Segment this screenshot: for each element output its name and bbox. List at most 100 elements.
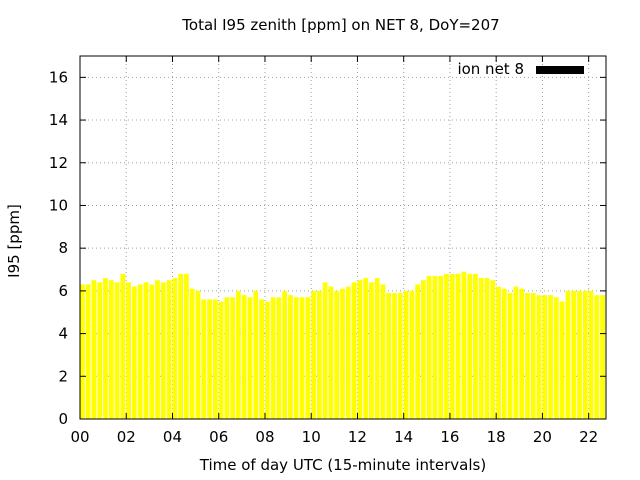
data-bar bbox=[207, 299, 212, 419]
data-bar bbox=[507, 293, 513, 419]
x-tick-label: 18 bbox=[487, 428, 506, 446]
data-bar bbox=[490, 280, 496, 419]
data-bar bbox=[178, 273, 184, 419]
data-bar bbox=[126, 282, 131, 419]
data-bar bbox=[478, 278, 484, 419]
data-bar bbox=[189, 288, 195, 419]
data-bar bbox=[542, 295, 548, 419]
data-bar bbox=[444, 273, 449, 419]
data-bar bbox=[218, 301, 224, 419]
data-bar bbox=[299, 297, 305, 419]
data-bar bbox=[600, 295, 605, 419]
data-bar bbox=[386, 293, 392, 419]
data-bar bbox=[484, 278, 490, 419]
data-bar bbox=[155, 280, 160, 419]
x-tick-label: 16 bbox=[440, 428, 459, 446]
data-bar bbox=[212, 299, 218, 419]
data-bar bbox=[594, 295, 600, 419]
y-tick-label: 0 bbox=[58, 410, 68, 428]
data-bar bbox=[264, 301, 270, 419]
data-bar bbox=[311, 290, 316, 419]
x-tick-label: 06 bbox=[209, 428, 228, 446]
data-bar bbox=[525, 293, 530, 419]
data-bar bbox=[184, 273, 189, 419]
data-bar bbox=[282, 290, 288, 419]
data-bar bbox=[530, 293, 536, 419]
data-bar bbox=[322, 282, 328, 419]
data-bar bbox=[132, 286, 137, 419]
y-tick-label: 12 bbox=[49, 154, 68, 172]
data-bar bbox=[565, 290, 571, 419]
data-bar bbox=[496, 286, 501, 419]
data-bar bbox=[345, 286, 351, 419]
data-bar bbox=[334, 290, 340, 419]
data-bar bbox=[114, 282, 120, 419]
data-bar bbox=[374, 278, 380, 419]
x-tick-label: 08 bbox=[255, 428, 274, 446]
data-bar bbox=[519, 288, 525, 419]
x-axis-label: Time of day UTC (15-minute intervals) bbox=[199, 456, 487, 474]
data-bar bbox=[120, 273, 126, 419]
data-bar bbox=[97, 282, 103, 419]
data-bar bbox=[224, 297, 230, 419]
data-bar bbox=[253, 290, 259, 419]
data-bar bbox=[588, 290, 594, 419]
data-bar bbox=[160, 282, 166, 419]
data-bar bbox=[137, 284, 143, 419]
data-bar bbox=[559, 301, 565, 419]
data-bar bbox=[328, 286, 334, 419]
data-bar bbox=[582, 290, 588, 419]
x-tick-label: 04 bbox=[163, 428, 182, 446]
data-bar bbox=[108, 280, 114, 419]
data-bar bbox=[473, 273, 478, 419]
data-bar bbox=[276, 297, 282, 419]
data-bar bbox=[293, 297, 299, 419]
data-bar bbox=[432, 275, 438, 419]
y-axis-label: I95 [ppm] bbox=[5, 204, 23, 278]
data-bar bbox=[421, 280, 426, 419]
y-tick-label: 14 bbox=[49, 111, 68, 129]
data-bar bbox=[340, 288, 345, 419]
chart-title: Total I95 zenith [ppm] on NET 8, DoY=207 bbox=[182, 16, 500, 34]
data-bar bbox=[241, 295, 247, 419]
y-tick-label: 8 bbox=[58, 239, 68, 257]
data-bar bbox=[247, 297, 253, 419]
data-bar bbox=[166, 280, 172, 419]
data-bar bbox=[577, 290, 582, 419]
data-bar bbox=[357, 280, 363, 419]
y-tick-label: 16 bbox=[49, 68, 68, 86]
data-bar bbox=[172, 278, 178, 419]
data-bar bbox=[501, 288, 507, 419]
legend-label: ion net 8 bbox=[457, 60, 524, 78]
data-bar bbox=[201, 299, 207, 419]
x-tick-label: 14 bbox=[394, 428, 413, 446]
data-bar bbox=[438, 275, 444, 419]
data-bar bbox=[397, 293, 403, 419]
data-bar bbox=[536, 295, 542, 419]
data-bar bbox=[288, 295, 293, 419]
data-bar bbox=[363, 278, 368, 419]
data-bar bbox=[455, 273, 461, 419]
data-bar bbox=[85, 284, 91, 419]
data-bar bbox=[467, 273, 473, 419]
data-bar bbox=[270, 297, 276, 419]
axis-ticks bbox=[79, 56, 606, 420]
y-tick-label: 10 bbox=[49, 196, 68, 214]
data-bar bbox=[513, 286, 519, 419]
data-bar bbox=[91, 280, 97, 419]
data-bar bbox=[351, 282, 357, 419]
bar-series bbox=[80, 271, 605, 419]
data-bar bbox=[403, 290, 409, 419]
data-bar bbox=[316, 290, 322, 419]
data-bar bbox=[149, 284, 155, 419]
x-tick-label: 22 bbox=[579, 428, 598, 446]
x-tick-label: 12 bbox=[348, 428, 367, 446]
data-bar bbox=[426, 275, 432, 419]
x-tick-label: 10 bbox=[302, 428, 321, 446]
x-tick-label: 20 bbox=[533, 428, 552, 446]
y-tick-label: 4 bbox=[58, 325, 68, 343]
data-bar bbox=[305, 297, 311, 419]
grid-lines bbox=[80, 56, 606, 419]
